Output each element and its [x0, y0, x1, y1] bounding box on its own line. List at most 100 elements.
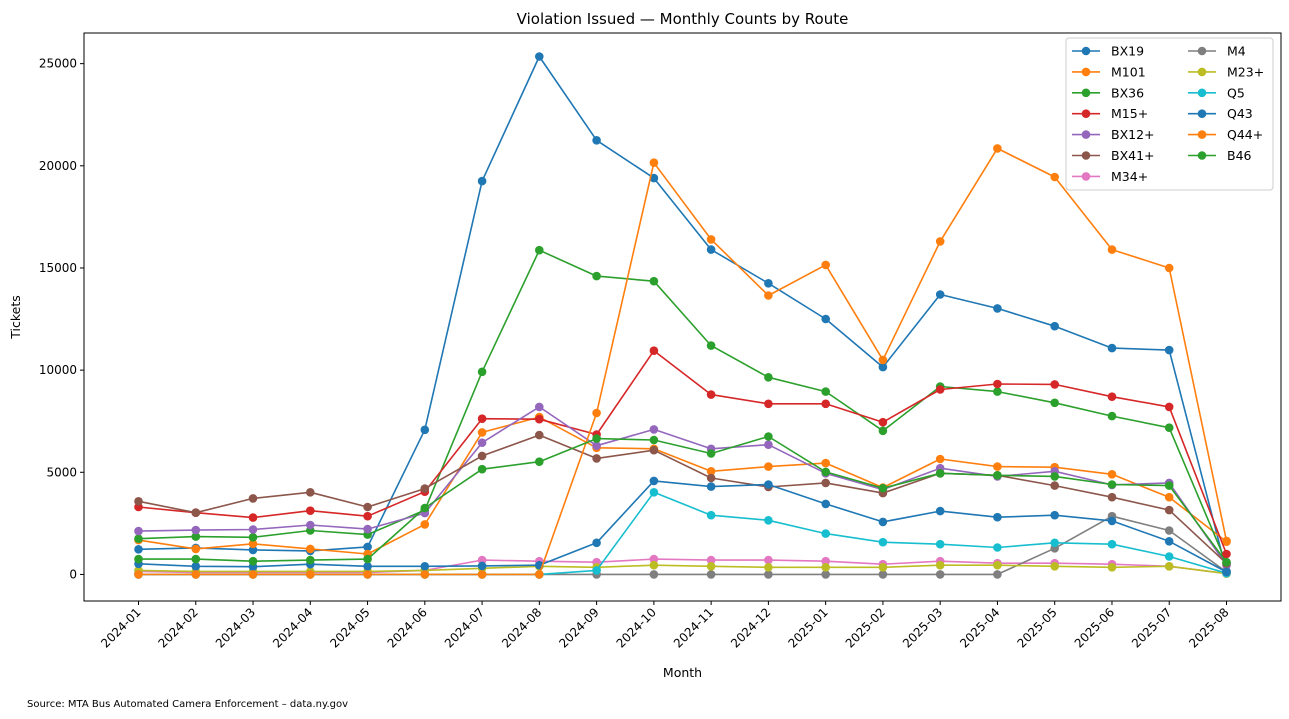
legend-swatch-marker — [1081, 46, 1091, 56]
x-tick-label: 2024-10 — [614, 605, 659, 650]
series-b46 — [134, 432, 1231, 567]
legend-swatch-marker — [1081, 172, 1091, 181]
series-line — [138, 564, 1227, 575]
data-point — [248, 545, 258, 555]
legend-item: BX12+ — [1072, 127, 1155, 142]
data-point — [1050, 481, 1059, 490]
data-point — [477, 176, 487, 186]
data-point — [821, 399, 830, 409]
data-point — [535, 52, 544, 61]
data-point — [477, 367, 487, 377]
data-point — [706, 570, 716, 579]
data-point — [1050, 538, 1059, 548]
series-line — [138, 406, 1228, 566]
data-point — [1164, 562, 1174, 571]
data-point — [1050, 321, 1059, 331]
source-note: Source: MTA Bus Automated Camera Enforce… — [27, 699, 348, 710]
series-m101 — [134, 412, 1231, 559]
data-point — [821, 570, 830, 579]
data-point — [477, 438, 487, 448]
series-m15 — [134, 346, 1231, 559]
data-point — [592, 454, 601, 463]
x-tick-label: 2024-02 — [156, 605, 201, 650]
data-point — [878, 417, 888, 427]
data-point — [993, 560, 1002, 570]
legend-swatch-marker — [1197, 46, 1207, 56]
data-point — [134, 554, 143, 564]
data-point — [592, 408, 601, 418]
legend-label: B46 — [1227, 148, 1252, 163]
x-tick-label: 2024-07 — [442, 605, 487, 650]
data-point — [306, 555, 315, 565]
legend-item: BX36 — [1072, 85, 1144, 100]
data-point — [1050, 172, 1059, 182]
data-point — [821, 314, 830, 324]
data-point — [477, 451, 487, 461]
data-point — [1164, 345, 1174, 355]
data-point — [306, 520, 315, 530]
x-tick-label: 2025-01 — [785, 605, 830, 650]
data-point — [821, 260, 830, 270]
x-tick-label: 2024-01 — [98, 605, 143, 650]
series-bx36 — [134, 245, 1231, 568]
data-point — [764, 516, 773, 525]
data-point — [1050, 472, 1059, 481]
legend-item: BX41+ — [1072, 148, 1155, 163]
legend-label: M15+ — [1111, 106, 1148, 121]
data-point — [306, 570, 315, 579]
x-tick-label: 2024-09 — [556, 605, 601, 650]
legend-item: Q5 — [1188, 85, 1245, 100]
series-bx12 — [134, 402, 1231, 570]
data-point — [764, 480, 773, 489]
data-point — [1222, 567, 1231, 577]
x-tick-label: 2024-12 — [728, 605, 773, 650]
data-point — [878, 355, 888, 365]
data-point — [363, 502, 372, 512]
data-point — [1107, 392, 1117, 402]
data-point — [1107, 516, 1117, 526]
data-point — [649, 560, 659, 570]
data-point — [935, 237, 945, 246]
data-point — [535, 457, 544, 467]
data-point — [993, 462, 1002, 471]
legend-swatch-marker — [1197, 109, 1207, 118]
y-tick-label: 25000 — [39, 57, 77, 71]
data-point — [477, 570, 487, 579]
data-point — [248, 556, 258, 566]
data-point — [878, 362, 888, 372]
legend-item: M101 — [1072, 64, 1146, 79]
data-point — [649, 276, 659, 286]
data-point — [764, 291, 773, 300]
legend-swatch-marker — [1197, 88, 1207, 98]
legend-label: M4 — [1227, 44, 1246, 59]
data-point — [134, 534, 143, 543]
series-q43 — [134, 476, 1231, 577]
data-point — [1107, 492, 1117, 502]
data-point — [191, 544, 201, 554]
legend-swatch-marker — [1197, 67, 1207, 77]
legend-box — [1065, 37, 1274, 191]
data-point — [649, 570, 659, 579]
y-axis: 0 5000 10000 15000 20000 25000 — [39, 57, 84, 581]
data-point — [248, 570, 258, 579]
data-point — [706, 562, 716, 571]
x-tick-label: 2025-06 — [1072, 605, 1117, 650]
data-point — [764, 279, 773, 288]
data-point — [935, 385, 945, 394]
series-line — [138, 349, 1228, 555]
data-point — [935, 506, 945, 516]
legend-label: M34+ — [1111, 169, 1148, 184]
legend-label: Q5 — [1227, 85, 1245, 100]
legend-swatch-marker — [1197, 151, 1207, 160]
data-point — [592, 441, 601, 451]
data-point — [592, 538, 601, 548]
data-point — [1222, 549, 1231, 559]
data-point — [1107, 411, 1117, 421]
data-point — [363, 570, 372, 579]
x-axis: 2024-01 2024-02 2024-03 2024-04 2024-05 2024-… — [98, 601, 1232, 651]
series-line — [138, 480, 1227, 573]
series-line — [138, 249, 1228, 564]
data-point — [764, 563, 773, 572]
data-point — [821, 529, 830, 538]
data-point — [420, 520, 430, 529]
